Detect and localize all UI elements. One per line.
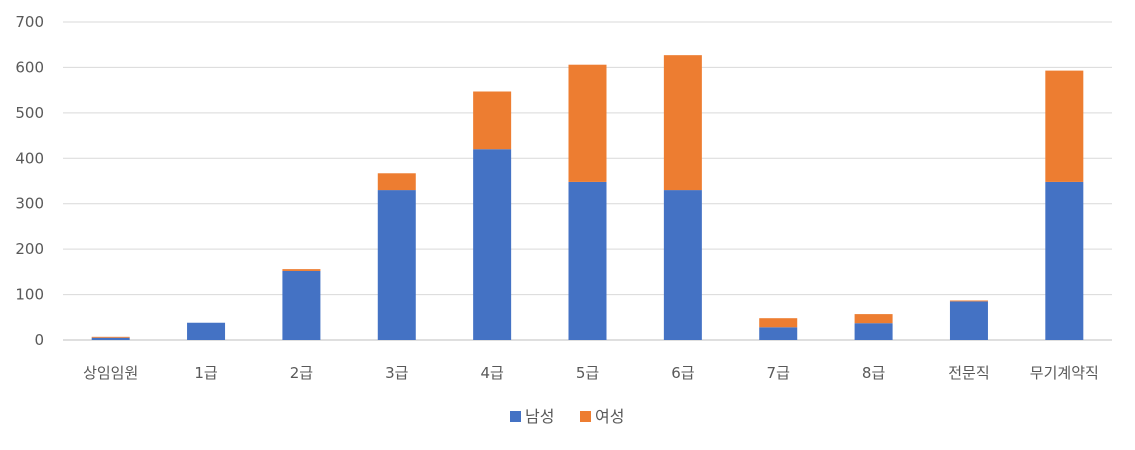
legend-swatch-male (510, 411, 521, 422)
y-tick-label: 700 (15, 13, 44, 31)
legend-label-female: 여성 (595, 407, 624, 426)
x-tick-label: 2급 (290, 364, 314, 382)
bar-segment-female (377, 173, 416, 191)
y-tick-label: 400 (15, 149, 44, 167)
bar-segment-female (854, 314, 893, 324)
bar-segment-male (854, 323, 893, 340)
x-tick-label: 8급 (862, 364, 886, 382)
bar-segment-male (663, 190, 702, 340)
x-tick-label: 6급 (671, 364, 695, 382)
x-tick-label: 5급 (576, 364, 600, 382)
x-tick-label: 7급 (767, 364, 791, 382)
bars (91, 55, 1084, 340)
bar-segment-male (91, 337, 130, 340)
x-tick-label: 전문직 (948, 364, 989, 382)
legend: 남성 여성 (510, 407, 624, 426)
bar-segment-female (282, 269, 321, 271)
bar-segment-male (759, 327, 798, 340)
x-tick-label: 상임임원 (83, 364, 138, 382)
bar-segment-male (187, 322, 226, 340)
x-tick-label: 4급 (480, 364, 504, 382)
bar-segment-female (568, 64, 607, 182)
y-tick-label: 0 (34, 331, 44, 349)
bar-segment-male (1045, 181, 1084, 340)
x-tick-label: 무기계약직 (1030, 364, 1099, 382)
bar-segment-female (949, 300, 988, 302)
bar-segment-male (282, 270, 321, 340)
bar-segment-male (473, 149, 512, 340)
y-tick-label: 600 (15, 58, 44, 76)
bar-segment-male (949, 301, 988, 340)
x-tick-label: 1급 (194, 364, 218, 382)
y-tick-label: 200 (15, 240, 44, 258)
x-axis: 상임임원 1급 2급 3급 4급 5급 6급 7급 8급 전문직 무기계약직 (83, 364, 1099, 382)
bar-segment-female (1045, 70, 1084, 182)
legend-label-male: 남성 (525, 407, 554, 426)
bar-segment-female (663, 55, 702, 191)
bar-segment-female (759, 318, 798, 328)
y-tick-label: 100 (15, 286, 44, 304)
legend-swatch-female (580, 411, 591, 422)
bar-segment-female (473, 91, 512, 150)
bar-segment-male (568, 181, 607, 340)
y-tick-label: 300 (15, 195, 44, 213)
bar-segment-female (91, 336, 130, 338)
y-tick-label: 500 (15, 104, 44, 122)
y-axis: 0 100 200 300 400 500 600 700 (15, 13, 44, 349)
bar-segment-male (377, 190, 416, 340)
x-tick-label: 3급 (385, 364, 409, 382)
